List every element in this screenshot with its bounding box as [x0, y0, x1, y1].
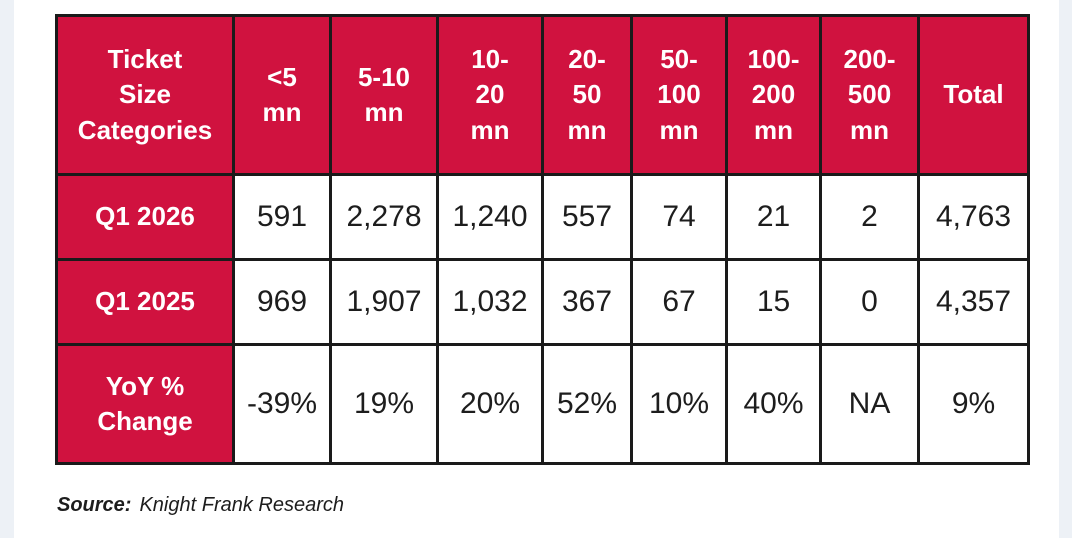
data-cell: 1,907 [329, 258, 439, 346]
data-cell: 2,278 [329, 173, 439, 261]
data-cell: 591 [232, 173, 332, 261]
data-cell-total: 4,763 [917, 173, 1030, 261]
source-label: Source: [57, 494, 132, 516]
data-cell: 40% [725, 343, 822, 465]
table-row-yoy-change: YoY % Change -39% 19% 20% 52% 10% 40% NA… [55, 343, 1030, 465]
data-cell: 15 [725, 258, 822, 346]
data-cell: 21 [725, 173, 822, 261]
data-cell: 52% [541, 343, 633, 465]
table-figure: Ticket Size Categories <5 mn 5-10 mn 10-… [55, 14, 1030, 517]
right-edge-strip [1059, 0, 1072, 538]
header-cell-total: Total [917, 14, 1030, 176]
row-label-q1-2025: Q1 2025 [55, 258, 235, 346]
data-cell: 557 [541, 173, 633, 261]
data-cell: 20% [436, 343, 544, 465]
header-cell-5-10mn: 5-10 mn [329, 14, 439, 176]
data-cell-na: NA [819, 343, 920, 465]
data-cell: 1,240 [436, 173, 544, 261]
row-label-q1-2026: Q1 2026 [55, 173, 235, 261]
header-cell-50-100mn: 50- 100 mn [630, 14, 728, 176]
data-cell: -39% [232, 343, 332, 465]
source-text: Knight Frank Research [139, 494, 345, 516]
row-label-yoy-change: YoY % Change [55, 343, 235, 465]
data-cell: 1,032 [436, 258, 544, 346]
table-header-row: Ticket Size Categories <5 mn 5-10 mn 10-… [55, 14, 1030, 176]
table-row-q1-2026: Q1 2026 591 2,278 1,240 557 74 21 2 4,76… [55, 173, 1030, 261]
table-row-q1-2025: Q1 2025 969 1,907 1,032 367 67 15 0 4,35… [55, 258, 1030, 346]
data-cell: 74 [630, 173, 728, 261]
data-cell-total: 9% [917, 343, 1030, 465]
header-cell-ticket-size-categories: Ticket Size Categories [55, 14, 235, 176]
data-cell: 19% [329, 343, 439, 465]
left-edge-strip [0, 0, 14, 538]
ticket-size-table: Ticket Size Categories <5 mn 5-10 mn 10-… [55, 14, 1030, 465]
data-cell: 0 [819, 258, 920, 346]
data-cell: 969 [232, 258, 332, 346]
data-cell: 10% [630, 343, 728, 465]
source-note: Source: Knight Frank Research [57, 494, 1030, 517]
header-cell-lt5mn: <5 mn [232, 14, 332, 176]
header-cell-200-500mn: 200- 500 mn [819, 14, 920, 176]
data-cell: 2 [819, 173, 920, 261]
data-cell: 367 [541, 258, 633, 346]
data-cell-total: 4,357 [917, 258, 1030, 346]
data-cell: 67 [630, 258, 728, 346]
header-cell-100-200mn: 100- 200 mn [725, 14, 822, 176]
header-cell-10-20mn: 10- 20 mn [436, 14, 544, 176]
header-cell-20-50mn: 20- 50 mn [541, 14, 633, 176]
